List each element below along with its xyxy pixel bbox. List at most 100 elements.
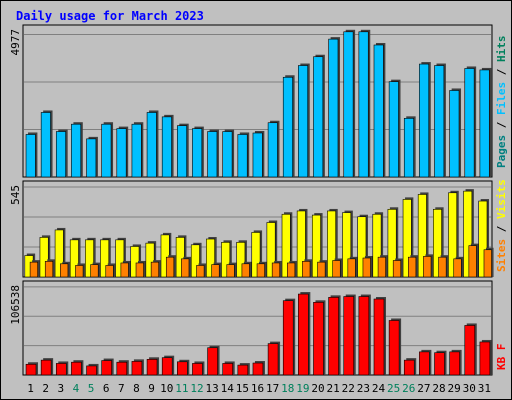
day-label: 29 <box>448 382 461 395</box>
visits-bar <box>387 208 397 278</box>
files-bar <box>449 90 460 178</box>
legend-mid: Sites / Visits <box>495 179 508 272</box>
kbytes-bar <box>358 296 370 376</box>
day-label: 16 <box>251 382 264 395</box>
sites-bar <box>483 249 492 278</box>
kbytes-bar <box>207 347 218 376</box>
kbytes-bar <box>343 296 355 376</box>
chart-title: Daily usage for March 2023 <box>16 9 204 23</box>
sites-bar <box>29 261 38 278</box>
kbytes-bar <box>146 359 158 376</box>
legend-hits: Hits <box>495 36 508 63</box>
day-label: 11 <box>175 382 188 395</box>
top-ymax-label: 4977 <box>9 29 22 56</box>
kbytes-bar <box>131 361 143 376</box>
day-label: 28 <box>432 382 445 395</box>
kbytes-bar <box>40 359 52 376</box>
files-bar <box>116 128 127 178</box>
files-bar <box>207 131 218 178</box>
files-bar <box>419 63 430 178</box>
sites-bar <box>181 258 190 278</box>
day-label: 17 <box>266 382 279 395</box>
sites-bar <box>44 261 54 278</box>
legend-top: Pages / Files / Hits <box>495 36 508 169</box>
kbytes-bar <box>313 302 324 376</box>
files-bar <box>328 38 339 178</box>
files-bar <box>267 122 278 178</box>
files-bar <box>101 123 112 178</box>
day-label: 12 <box>190 382 203 395</box>
kbytes-bar <box>282 300 294 376</box>
day-label: 23 <box>357 382 370 395</box>
files-bar <box>25 134 36 178</box>
visits-bar <box>69 239 79 278</box>
sites-bar <box>332 260 341 278</box>
day-label: 10 <box>160 382 173 395</box>
sites-bar <box>211 264 220 278</box>
files-bar <box>86 138 97 178</box>
visits-bar <box>39 237 49 278</box>
kbytes-bar <box>464 325 476 376</box>
day-label: 21 <box>327 382 340 395</box>
kbytes-bar <box>449 351 460 376</box>
sites-bar <box>256 263 265 278</box>
sites-bar <box>408 256 417 278</box>
visits-bar <box>145 242 155 278</box>
day-label: 22 <box>342 382 355 395</box>
files-bar <box>298 65 309 178</box>
files-bar <box>464 68 475 178</box>
sites-bar <box>90 264 99 278</box>
visits-bar <box>236 242 246 278</box>
files-bar <box>252 132 263 178</box>
kbytes-bar <box>328 297 339 376</box>
day-label: 6 <box>103 382 110 395</box>
day-label: 18 <box>281 382 294 395</box>
visits-bar <box>357 216 367 278</box>
files-bar <box>403 118 414 178</box>
sites-bar <box>165 256 175 278</box>
day-label: 8 <box>133 382 140 395</box>
visits-bar <box>206 238 215 278</box>
visits-bar <box>432 208 442 278</box>
files-bar <box>343 31 354 178</box>
visits-bar <box>463 190 473 278</box>
sites-bar <box>75 265 84 278</box>
visits-bar <box>85 239 94 278</box>
kbytes-bar <box>192 363 203 376</box>
sites-bar <box>423 256 432 278</box>
sites-bar <box>347 258 356 278</box>
sites-bar <box>120 262 129 278</box>
sites-bar <box>362 257 371 278</box>
files-bar <box>358 31 369 178</box>
files-bar <box>55 131 66 178</box>
files-bar <box>479 69 490 178</box>
files-bar <box>146 112 157 178</box>
sites-bar <box>241 263 250 278</box>
day-label: 30 <box>463 382 476 395</box>
visits-bar <box>327 210 337 278</box>
day-label: 9 <box>148 382 155 395</box>
day-label: 27 <box>417 382 430 395</box>
kbytes-bar <box>419 351 430 376</box>
files-bar <box>313 56 324 178</box>
visits-bar <box>115 239 125 278</box>
day-label: 7 <box>118 382 125 395</box>
day-label: 5 <box>88 382 95 395</box>
kbytes-bar <box>479 341 491 376</box>
sites-bar <box>377 256 386 278</box>
sites-bar <box>196 265 205 278</box>
kbytes-bar <box>267 343 279 376</box>
kbytes-bar <box>388 320 400 376</box>
day-label: 3 <box>58 382 65 395</box>
day-label: 26 <box>402 382 415 395</box>
kbytes-bar <box>298 293 309 376</box>
kbytes-bar <box>101 360 112 376</box>
kbytes-bar <box>55 363 67 376</box>
sites-bar <box>150 261 160 278</box>
day-label: 4 <box>73 382 80 395</box>
files-bar <box>131 123 142 178</box>
kbytes-bar <box>86 365 97 376</box>
visits-bar <box>54 229 64 278</box>
day-label: 2 <box>42 382 49 395</box>
